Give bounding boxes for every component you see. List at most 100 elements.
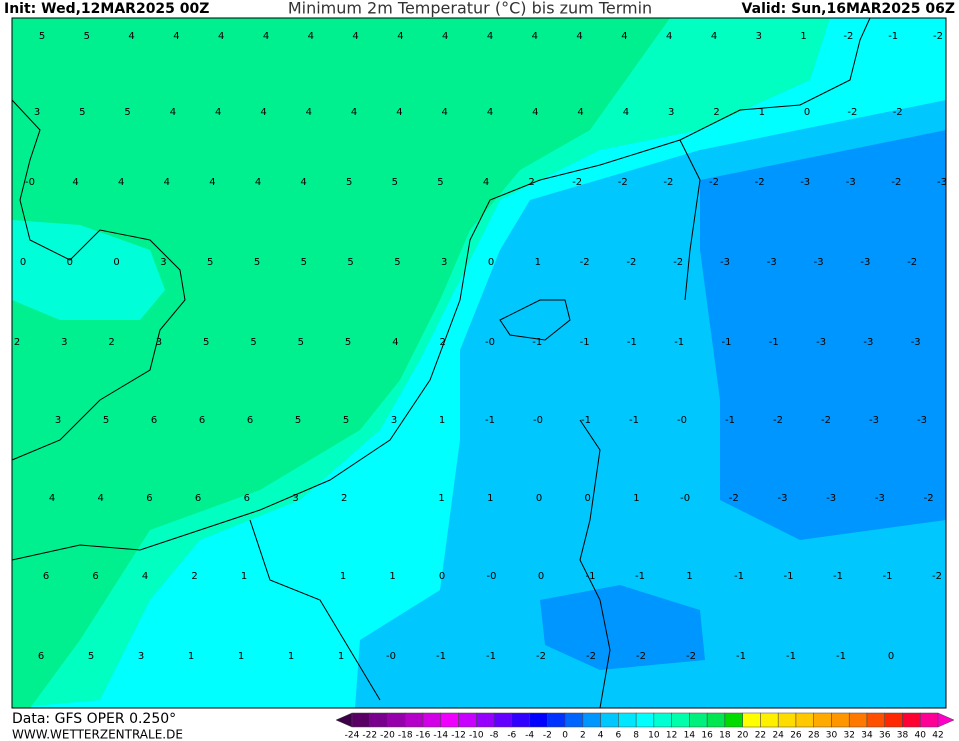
grid-value: -3	[937, 177, 947, 188]
grid-value: 5	[254, 257, 260, 268]
grid-value: -2	[686, 651, 696, 662]
legend-label: -14	[433, 731, 448, 741]
grid-value: 4	[72, 177, 78, 188]
legend-label: -12	[451, 731, 466, 741]
grid-value: 2	[440, 337, 446, 348]
legend-box	[848, 712, 868, 728]
grid-value: 0	[488, 257, 494, 268]
grid-value: 6	[151, 415, 157, 426]
legend-label: 12	[666, 731, 677, 741]
grid-value: 0	[804, 107, 810, 118]
legend-label: 22	[755, 731, 766, 741]
grid-value: 6	[247, 415, 253, 426]
grid-value: -3	[875, 493, 885, 504]
grid-value: -0	[386, 651, 396, 662]
grid-value: 6	[92, 571, 98, 582]
legend-label: -24	[345, 731, 360, 741]
grid-value: 4	[170, 107, 176, 118]
grid-value: 5	[346, 177, 352, 188]
grid-value: 3	[668, 107, 674, 118]
legend-box	[671, 712, 690, 728]
grid-value: 4	[98, 493, 104, 504]
grid-value: 6	[195, 493, 201, 504]
legend-label: -10	[469, 731, 484, 741]
grid-value: 4	[118, 177, 124, 188]
legend-label: -4	[525, 731, 534, 741]
legend-box	[635, 712, 655, 728]
grid-value: -2	[821, 415, 831, 426]
site-url: WWW.WETTERZENTRALE.DE	[12, 728, 183, 741]
legend-box	[777, 712, 797, 728]
legend-box	[831, 712, 850, 728]
grid-value: -1	[627, 337, 637, 348]
grid-value: 0	[585, 493, 591, 504]
grid-value: -1	[883, 571, 893, 582]
grid-value: 3	[391, 415, 397, 426]
grid-value: 5	[250, 337, 256, 348]
legend-label: 28	[808, 731, 820, 741]
grid-value: 6	[43, 571, 49, 582]
legend-label: -8	[490, 731, 499, 741]
grid-value: 4	[532, 107, 538, 118]
legend-box	[351, 712, 371, 728]
grid-value: 5	[103, 415, 109, 426]
grid-value: 0	[439, 571, 445, 582]
grid-value: 4	[487, 31, 493, 42]
grid-value: -1	[722, 337, 732, 348]
legend-label: 40	[915, 731, 927, 741]
grid-value: 1	[241, 571, 247, 582]
grid-value: 4	[351, 107, 357, 118]
grid-value: -2	[729, 493, 739, 504]
grid-value: 4	[308, 31, 314, 42]
coastline	[679, 17, 871, 141]
grid-value: 3	[292, 493, 298, 504]
grid-value: -3	[917, 415, 927, 426]
grid-value: -2	[586, 651, 596, 662]
grid-value: 4	[255, 177, 261, 188]
grid-value: -3	[826, 493, 836, 504]
grid-value: -1	[580, 337, 590, 348]
legend-label: -20	[380, 731, 395, 741]
grid-value: 1	[759, 107, 765, 118]
grid-value: 1	[633, 493, 639, 504]
legend-label: 20	[737, 731, 749, 741]
region	[12, 18, 670, 708]
legend-label: -18	[398, 731, 413, 741]
legend-label: 34	[861, 731, 873, 741]
grid-value: 0	[888, 651, 894, 662]
legend-box	[760, 712, 779, 728]
grid-value: 2	[713, 107, 719, 118]
grid-value: -2	[891, 177, 901, 188]
grid-value: 4	[577, 107, 583, 118]
legend-box	[582, 712, 601, 728]
grid-value: 4	[215, 107, 221, 118]
grid-value: -1	[485, 415, 495, 426]
legend-label: 0	[562, 731, 568, 741]
grid-value: -2	[580, 257, 590, 268]
grid-value: -2	[636, 651, 646, 662]
legend-box	[405, 712, 424, 728]
grid-value: 4	[623, 107, 629, 118]
grid-value: 5	[203, 337, 209, 348]
grid-value: -1	[888, 31, 898, 42]
grid-value: 4	[621, 31, 627, 42]
grid-value: 2	[341, 493, 347, 504]
grid-value: -1	[629, 415, 639, 426]
grid-value: 1	[288, 651, 294, 662]
grid-value: 3	[156, 337, 162, 348]
grid-value: 3	[756, 31, 762, 42]
legend-label: 18	[719, 731, 731, 741]
grid-value: 4	[306, 107, 312, 118]
legend-box	[795, 712, 814, 728]
legend-box	[724, 712, 743, 728]
legend-label: 8	[633, 731, 639, 741]
grid-value: -2	[932, 571, 942, 582]
legend-label: 36	[879, 731, 891, 741]
legend-label: 4	[598, 731, 604, 741]
grid-value: 1	[188, 651, 194, 662]
grid-value: -2	[572, 177, 582, 188]
grid-value: -3	[720, 257, 730, 268]
legend-box	[422, 712, 442, 728]
grid-value: 5	[88, 651, 94, 662]
